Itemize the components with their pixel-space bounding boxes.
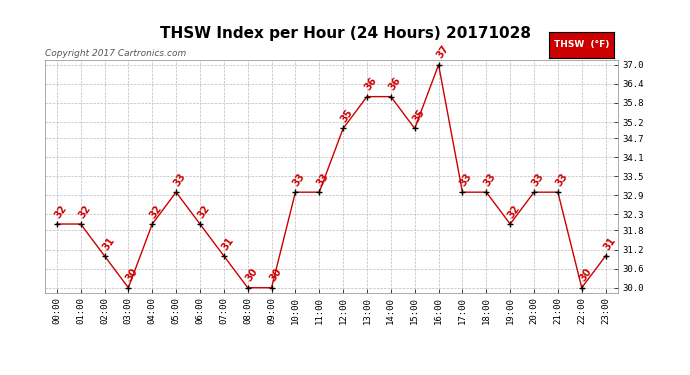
Text: 33: 33 bbox=[482, 171, 498, 188]
Text: Copyright 2017 Cartronics.com: Copyright 2017 Cartronics.com bbox=[45, 49, 186, 58]
Text: 30: 30 bbox=[244, 267, 259, 284]
Text: 36: 36 bbox=[363, 76, 379, 93]
Text: THSW  (°F): THSW (°F) bbox=[553, 40, 609, 50]
Text: 31: 31 bbox=[219, 235, 235, 252]
Text: 32: 32 bbox=[77, 203, 92, 220]
Text: 32: 32 bbox=[196, 203, 212, 220]
Text: 32: 32 bbox=[148, 203, 164, 220]
Text: 35: 35 bbox=[411, 108, 426, 124]
Text: 33: 33 bbox=[315, 171, 331, 188]
Text: 32: 32 bbox=[52, 203, 68, 220]
Text: 30: 30 bbox=[124, 267, 140, 284]
Text: 33: 33 bbox=[172, 171, 188, 188]
Text: 31: 31 bbox=[100, 235, 117, 252]
Text: 31: 31 bbox=[602, 235, 618, 252]
Text: 33: 33 bbox=[554, 171, 570, 188]
Text: 37: 37 bbox=[435, 44, 451, 61]
Text: 35: 35 bbox=[339, 108, 355, 124]
Text: THSW Index per Hour (24 Hours) 20171028: THSW Index per Hour (24 Hours) 20171028 bbox=[159, 26, 531, 41]
Text: 33: 33 bbox=[530, 171, 546, 188]
Text: 33: 33 bbox=[291, 171, 307, 188]
Text: 30: 30 bbox=[268, 267, 284, 284]
Text: 32: 32 bbox=[506, 203, 522, 220]
Text: 30: 30 bbox=[578, 267, 593, 284]
Text: 36: 36 bbox=[386, 76, 403, 93]
Text: 33: 33 bbox=[458, 171, 474, 188]
